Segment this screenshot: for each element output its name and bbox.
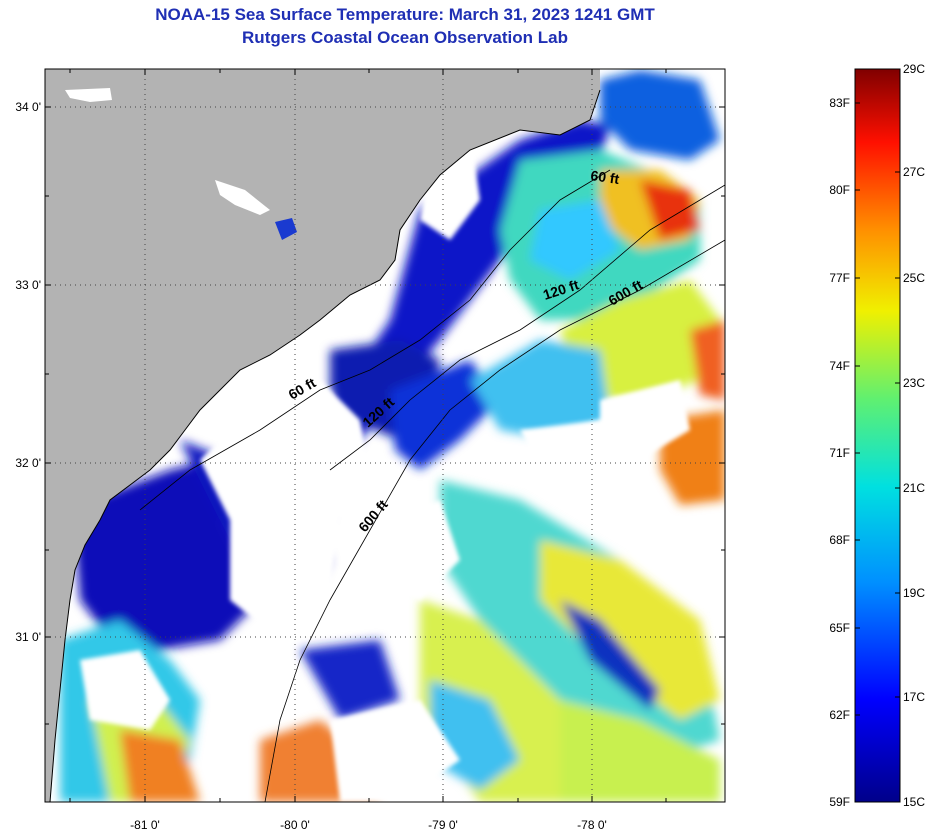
lat-label: 33 0' xyxy=(15,278,41,292)
map-title: NOAA-15 Sea Surface Temperature: March 3… xyxy=(155,5,655,24)
colorbar-ticks xyxy=(855,102,900,716)
colorbar-f-label: 68F xyxy=(829,533,850,547)
coastline xyxy=(49,89,601,802)
lat-label: 34 0' xyxy=(15,100,41,114)
colorbar-c-label: 27C xyxy=(903,165,925,179)
colorbar-c-label: 23C xyxy=(903,376,925,390)
lon-label: -81 0' xyxy=(130,818,160,832)
colorbar-c-label: 25C xyxy=(903,271,925,285)
colorbar-f-label: 77F xyxy=(829,271,850,285)
colorbar-c-labels: 29C 27C 25C 23C 21C 19C 17C 15C xyxy=(903,62,925,809)
colorbar-f-label: 80F xyxy=(829,183,850,197)
isobath-60ft xyxy=(139,169,611,511)
colorbar-c-label: 21C xyxy=(903,481,925,495)
lat-label: 32 0' xyxy=(15,456,41,470)
lake xyxy=(65,88,112,102)
lon-label: -80 0' xyxy=(280,818,310,832)
colorbar-c-label: 15C xyxy=(903,795,925,809)
graticule xyxy=(45,69,725,802)
lake xyxy=(215,180,270,215)
colorbar-f-label: 83F xyxy=(829,96,850,110)
isobath-120ft xyxy=(329,184,725,471)
colorbar-f-label: 74F xyxy=(829,359,850,373)
map-subtitle: Rutgers Coastal Ocean Observation Lab xyxy=(242,28,568,47)
colorbar-f-label: 71F xyxy=(829,446,850,460)
isobath-label: 60 ft xyxy=(590,167,621,187)
colorbar-c-label: 19C xyxy=(903,586,925,600)
isobath-600ft xyxy=(264,239,725,802)
land xyxy=(45,69,600,802)
map-frame xyxy=(44,68,726,803)
lon-label: -79 0' xyxy=(428,818,458,832)
lon-label: -78 0' xyxy=(577,818,607,832)
lat-label: 31 0' xyxy=(15,630,41,644)
colorbar-f-label: 59F xyxy=(829,795,850,809)
tick-marks xyxy=(45,69,725,802)
colorbar-f-label: 65F xyxy=(829,621,850,635)
colorbar-f-labels: 83F 80F 77F 74F 71F 68F 65F 62F 59F xyxy=(829,96,850,809)
lake xyxy=(275,218,297,240)
colorbar xyxy=(854,68,901,803)
colorbar-c-label: 29C xyxy=(903,62,925,76)
cloud-mask xyxy=(80,130,690,802)
colorbar-c-label: 17C xyxy=(903,690,925,704)
colorbar-f-label: 62F xyxy=(829,708,850,722)
